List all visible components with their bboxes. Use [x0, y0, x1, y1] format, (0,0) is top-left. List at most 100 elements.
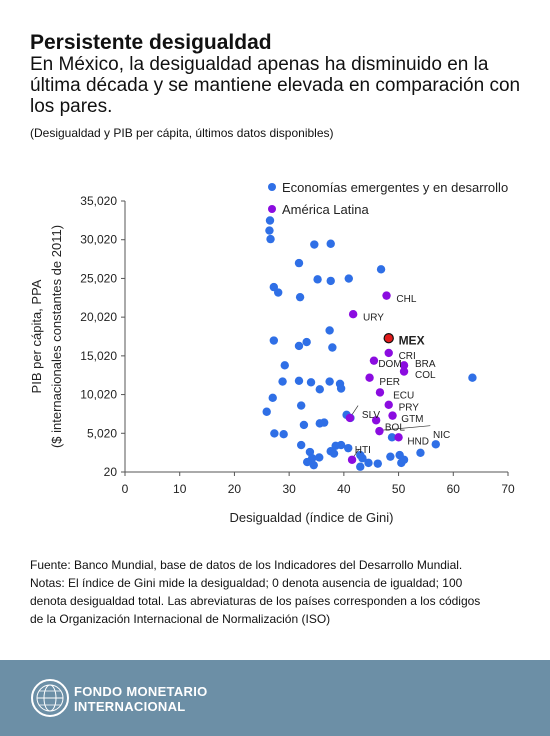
point-emerging	[399, 455, 409, 464]
point-emerging	[306, 378, 316, 387]
point-latam	[384, 348, 393, 358]
point-emerging	[315, 453, 324, 462]
point-emerging	[265, 216, 275, 225]
point-emerging	[296, 440, 306, 450]
y-axis-label-units: ($ internacionales constantes de 2011)	[49, 225, 64, 448]
point-emerging	[358, 454, 367, 463]
point-emerging	[326, 276, 335, 286]
point-emerging	[373, 459, 382, 468]
point-emerging	[376, 265, 386, 274]
x-axis-label: Desigualdad (índice de Gini)	[229, 510, 393, 525]
point-emerging	[319, 418, 329, 427]
legend-label-latam: América Latina	[282, 202, 369, 217]
hti-leader-line	[352, 448, 360, 458]
point-emerging	[262, 407, 271, 416]
scatter-chart: 20 5,020 10,020 15,020 20,020 25,020 30,020 35,…	[29, 180, 515, 525]
point-emerging	[356, 462, 365, 471]
point-latam	[394, 433, 403, 442]
point-emerging	[416, 448, 425, 457]
point-latam	[382, 291, 391, 300]
point-emerging	[344, 443, 353, 453]
point-emerging	[386, 452, 395, 461]
point-emerging	[280, 361, 289, 370]
nic-leader-line	[379, 425, 431, 431]
country-label-bol: BOL	[385, 422, 405, 433]
country-label-ecu: ECU	[393, 391, 414, 402]
x-tick-label: 60	[447, 482, 461, 496]
country-label-gtm: GTM	[401, 414, 423, 425]
x-tick-label: 70	[501, 482, 515, 496]
point-emerging	[364, 458, 373, 468]
chart-subtitle: En México, la desigualdad apenas ha dism…	[30, 54, 521, 117]
y-tick-label: 20,020	[80, 310, 117, 324]
footer-banner: FONDO MONETARIO INTERNACIONAL	[0, 660, 550, 736]
x-tick-label: 50	[392, 482, 406, 496]
y-axis-label: PIB per cápita, PPA	[29, 279, 44, 393]
country-label-hnd: HND	[407, 436, 429, 447]
point-latam	[369, 356, 379, 365]
point-emerging	[387, 433, 397, 442]
point-emerging	[309, 460, 318, 470]
point-emerging	[329, 449, 339, 458]
point-latam	[399, 361, 409, 370]
imf-seal-icon	[31, 679, 69, 717]
point-emerging	[302, 337, 311, 347]
chart-note: (Desigualdad y PIB per cápita, últimos d…	[30, 126, 334, 140]
legend-label-emerging: Economías emergentes y en desarrollo	[282, 180, 508, 195]
footnotes: Fuente: Banco Mundial, base de datos de …	[30, 556, 530, 628]
country-label-nic: NIC	[433, 430, 450, 441]
point-emerging	[328, 343, 337, 352]
point-emerging	[325, 377, 334, 386]
point-emerging	[336, 384, 346, 393]
point-emerging	[295, 292, 305, 302]
country-label-bra: BRA	[415, 359, 436, 370]
point-latam	[371, 416, 381, 425]
point-emerging	[294, 376, 304, 385]
footnote-line: de la Organización Internacional de Norm…	[30, 612, 331, 626]
point-emerging	[344, 274, 353, 283]
footnote-line: Fuente: Banco Mundial, base de datos de …	[30, 558, 463, 572]
legend-marker-emerging	[268, 183, 276, 191]
point-mexico	[383, 333, 394, 344]
point-emerging	[313, 275, 322, 284]
y-tick-label: 25,020	[80, 271, 117, 285]
chart-title: Persistente desigualdad	[30, 31, 272, 54]
point-latam	[375, 388, 385, 397]
y-tick-label: 20	[104, 465, 118, 479]
point-emerging	[468, 373, 477, 382]
point-emerging	[325, 326, 334, 335]
organization-name-line2: INTERNACIONAL	[74, 699, 186, 714]
country-label-pry: PRY	[399, 402, 420, 413]
x-tick-label: 40	[337, 482, 351, 496]
point-emerging	[431, 440, 440, 449]
point-emerging	[274, 288, 283, 297]
point-emerging	[294, 258, 304, 268]
x-tick-label: 10	[173, 482, 187, 496]
point-emerging	[294, 341, 304, 351]
point-emerging	[269, 336, 279, 345]
point-latam	[388, 411, 397, 420]
country-label-dom: DOM	[378, 359, 401, 370]
country-label-chl: CHL	[396, 294, 416, 305]
point-latam	[347, 455, 357, 464]
point-emerging	[315, 385, 324, 394]
point-latam	[399, 367, 409, 376]
point-emerging	[299, 420, 309, 430]
point-latam	[348, 310, 358, 319]
country-label-ury: URY	[363, 313, 384, 324]
point-emerging	[302, 457, 312, 467]
point-emerging	[279, 430, 288, 439]
y-tick-label: 35,020	[80, 194, 117, 208]
footnote-line: Notas: El índice de Gini mide la desigua…	[30, 576, 463, 590]
y-tick-label: 30,020	[80, 233, 117, 247]
point-emerging	[265, 226, 274, 235]
country-label-cri: CRI	[399, 351, 416, 362]
country-label-slv: SLV	[362, 410, 380, 421]
point-latam	[375, 426, 384, 436]
country-label-hti: HTI	[355, 445, 371, 456]
point-emerging	[266, 234, 275, 244]
x-tick-label: 20	[228, 482, 242, 496]
y-tick-label: 10,020	[80, 388, 117, 402]
organization-name-line1: FONDO MONETARIO	[74, 684, 208, 699]
point-emerging	[268, 393, 277, 403]
